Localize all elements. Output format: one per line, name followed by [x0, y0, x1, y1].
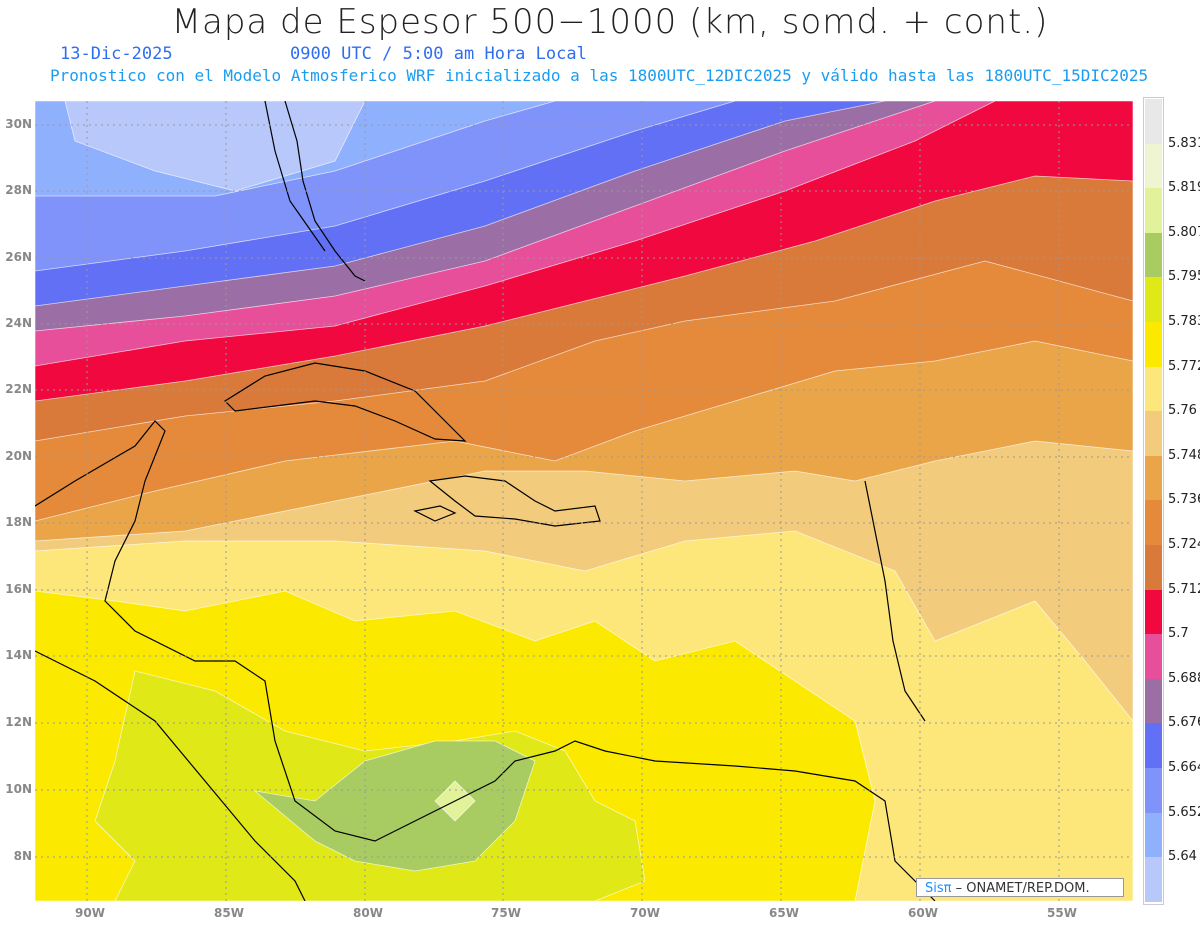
colorbar-swatch: [1145, 322, 1162, 368]
colorbar-swatch: [1145, 277, 1162, 323]
colorbar-label: 5.64: [1168, 849, 1197, 865]
pacific-coast: [35, 650, 306, 901]
cuba: [224, 362, 467, 442]
forecast-date: 13-Dic-2025: [60, 44, 173, 64]
hispaniola: [428, 475, 601, 527]
colorbar-swatch: [1145, 411, 1162, 457]
colorbar-frame: [1143, 97, 1164, 905]
colorbar-label: 5.664: [1168, 760, 1200, 775]
colorbar-swatch: [1145, 232, 1162, 278]
credit-box: Sisπ – ONAMET/REP.DOM.: [916, 878, 1124, 897]
lat-label: 20N: [5, 449, 32, 463]
lat-label: 18N: [5, 515, 32, 529]
lat-label: 16N: [5, 582, 32, 596]
colorbar-label: 5.748: [1168, 447, 1200, 463]
lon-label: 80W: [353, 906, 383, 920]
colorbar-swatch: [1145, 99, 1162, 145]
lat-label: 24N: [5, 316, 32, 330]
map-title: Mapa de Espesor 500−1000 (km, somd. + co…: [171, 2, 1049, 42]
lat-label: 26N: [5, 250, 32, 264]
lon-label: 70W: [630, 906, 660, 920]
colorbar-swatch: [1145, 143, 1162, 189]
colorbar-label: 5.783: [1168, 314, 1200, 329]
colorbar-swatch: [1145, 812, 1162, 858]
colorbar-label: 5.676: [1168, 715, 1200, 731]
lat-label: 22N: [5, 382, 32, 396]
lon-label: 55W: [1047, 906, 1077, 920]
lon-label: 85W: [214, 906, 244, 920]
thickness-map: [35, 101, 1133, 901]
colorbar-swatch: [1145, 723, 1162, 769]
colorbar-swatch: [1145, 366, 1162, 412]
lon-label: 90W: [75, 906, 105, 920]
colorbar-label: 5.724: [1168, 537, 1200, 552]
colorbar-label: 5.807: [1168, 224, 1200, 240]
lat-label: 14N: [5, 648, 32, 662]
colorbar-label: 5.652: [1168, 804, 1200, 820]
colorbar-swatch: [1145, 678, 1162, 724]
lesser-antilles: [864, 480, 926, 722]
colorbar-swatch: [1145, 545, 1162, 591]
model-description: Pronostico con el Modelo Atmosferico WRF…: [50, 66, 1149, 85]
colorbar-swatch: [1145, 455, 1162, 501]
lat-label: 8N: [13, 849, 32, 863]
lon-label: 60W: [908, 906, 938, 920]
credit-text: – ONAMET/REP.DOM.: [951, 881, 1090, 896]
thickness-band: [253, 740, 536, 872]
colorbar-swatch: [1145, 768, 1162, 814]
colorbar-swatch: [1145, 589, 1162, 635]
colorbar-label: 5.736: [1168, 492, 1200, 508]
colorbar-label: 5.795: [1168, 269, 1200, 285]
coastlines: [35, 101, 936, 901]
colorbar-swatch: [1145, 857, 1162, 903]
lat-label: 12N: [5, 715, 32, 729]
sispi-logo: Sisπ: [925, 881, 952, 896]
colorbar-label: 5.688: [1168, 670, 1200, 686]
colorbar-label: 5.76: [1168, 403, 1197, 419]
florida-coast: [284, 101, 366, 282]
colorbar-label: 5.772: [1168, 358, 1200, 374]
colorbar-label: 5.712: [1168, 581, 1200, 597]
lat-label: 10N: [5, 782, 32, 796]
colorbar-swatch: [1145, 634, 1162, 680]
mainland-coast: [35, 420, 936, 901]
lon-label: 75W: [491, 906, 521, 920]
colorbar-label: 5.7: [1168, 626, 1189, 642]
colorbar-label: 5.819: [1168, 180, 1200, 196]
colorbar-swatch: [1145, 188, 1162, 234]
colorbar-swatch: [1145, 500, 1162, 546]
forecast-time: 0900 UTC / 5:00 am Hora Local: [290, 44, 587, 64]
lon-label: 65W: [769, 906, 799, 920]
florida-west-coast: [264, 101, 326, 252]
jamaica: [413, 505, 457, 522]
colorbar-label: 5.831: [1168, 135, 1200, 151]
lat-label: 30N: [5, 117, 32, 131]
lat-label: 28N: [5, 183, 32, 197]
